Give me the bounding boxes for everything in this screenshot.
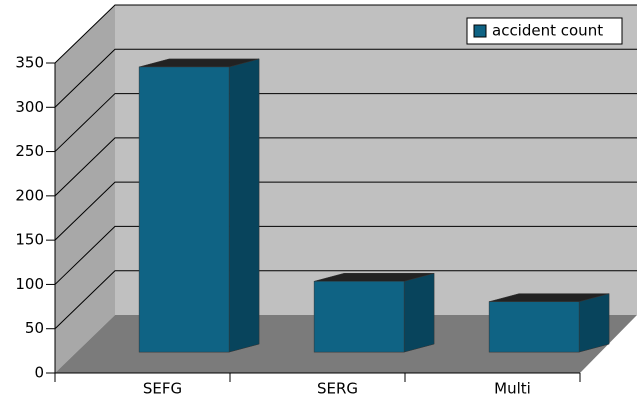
grid-line [54, 48, 637, 108]
legend-swatch [473, 24, 487, 38]
y-tick-label: 200 [15, 186, 44, 204]
bar [138, 58, 260, 353]
side-wall [55, 5, 115, 373]
bar-side [578, 293, 610, 353]
bar [313, 272, 435, 353]
y-tick-label: 300 [15, 98, 44, 116]
y-tick-label: 0 [34, 364, 44, 382]
y-tick-label: 350 [15, 54, 44, 72]
bar-front [313, 281, 405, 353]
grid-line [54, 225, 637, 285]
legend-label: accident count [492, 22, 603, 40]
x-tick-label: SERG [317, 380, 358, 398]
bar-front [488, 301, 580, 353]
y-tick-label: 50 [25, 319, 44, 337]
bar [488, 293, 610, 353]
x-tick-label: SEFG [143, 380, 182, 398]
y-tick-label: 100 [15, 275, 44, 293]
grid-line [54, 270, 637, 330]
y-tick-label: 150 [15, 231, 44, 249]
y-tick-label: 250 [15, 142, 44, 160]
grid-line [54, 181, 637, 241]
legend [466, 17, 623, 45]
bar-front [138, 66, 230, 353]
bar-side [403, 272, 435, 353]
grid-line [54, 93, 637, 152]
grid-line [54, 137, 637, 197]
x-tick-label: Multi [494, 380, 531, 398]
bar-side [228, 58, 260, 353]
grid-line [54, 4, 637, 64]
